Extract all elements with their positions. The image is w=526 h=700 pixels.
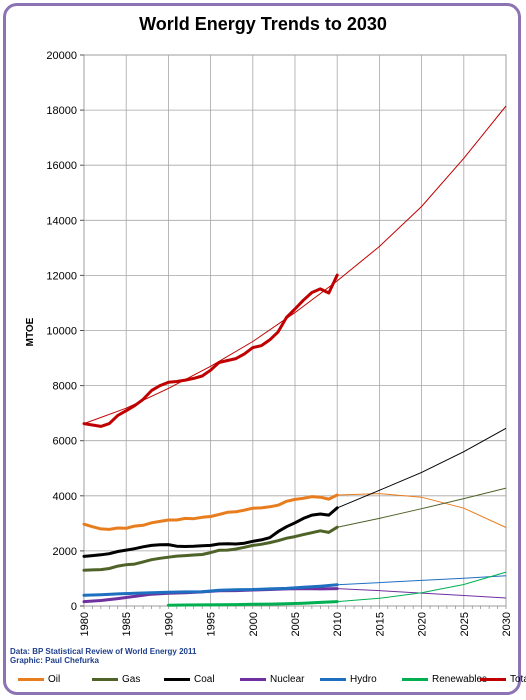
- series-line-gas: [82, 525, 339, 572]
- trend-line-total: [83, 105, 507, 425]
- legend-item-nuclear: Nuclear: [240, 668, 304, 690]
- source-line-graphic: Graphic: Paul Chefurka: [10, 656, 99, 665]
- y-tick-label: 16000: [46, 160, 77, 172]
- x-tick-label: 1980: [79, 612, 91, 636]
- legend-label: Coal: [194, 673, 215, 685]
- y-tick-label: 12000: [46, 270, 77, 282]
- legend-item-hydro: Hydro: [320, 668, 377, 690]
- y-tick-label: 4000: [53, 491, 77, 503]
- legend-item-coal: Coal: [164, 668, 215, 690]
- grid: [83, 54, 507, 607]
- x-tick-label: 2000: [248, 612, 260, 636]
- y-tick-label: 14000: [46, 215, 77, 227]
- chart-title: World Energy Trends to 2030: [139, 14, 387, 34]
- x-tick-label: 2020: [417, 612, 429, 636]
- series-lines: [82, 273, 339, 607]
- y-axis-label: MTOE: [25, 317, 36, 346]
- series-line-renewables: [166, 600, 339, 607]
- trend-lines: [83, 105, 507, 603]
- legend-label: Hydro: [350, 673, 377, 685]
- legend-swatch: [18, 677, 44, 681]
- x-tick-label: 2005: [290, 612, 302, 636]
- y-tick-label: 8000: [53, 381, 77, 393]
- axes: 0 2000 4000 6000 8000 10000 12000 14000 16000 180…: [46, 50, 513, 636]
- source-line-data: Data: BP Statistical Review of World Ene…: [10, 647, 197, 656]
- series-line-coal: [82, 506, 339, 558]
- legend: Oil Gas Coal Nuclear Hydro Renewables Total: [0, 668, 526, 690]
- legend-swatch: [402, 677, 428, 681]
- y-tick-label: 10000: [46, 326, 77, 338]
- legend-item-oil: Oil: [18, 668, 60, 690]
- legend-label: Nuclear: [270, 673, 305, 685]
- y-tick-label: 2000: [53, 546, 77, 558]
- legend-label: Gas: [122, 673, 141, 685]
- x-tick-label: 2025: [459, 612, 471, 636]
- legend-item-renewables: Renewables: [402, 668, 487, 690]
- trend-line-oil: [337, 493, 507, 528]
- x-tick-label: 1995: [206, 612, 218, 636]
- series-line-hydro: [82, 583, 339, 597]
- x-tick-label: 2015: [374, 612, 386, 636]
- legend-swatch: [320, 677, 346, 681]
- x-tick-label: 1985: [121, 612, 133, 636]
- series-line-oil: [82, 493, 339, 531]
- legend-label: Total: [510, 673, 526, 685]
- trend-line-renewables: [337, 571, 507, 603]
- legend-label: Renewables: [432, 673, 488, 685]
- legend-swatch: [92, 677, 118, 681]
- trend-line-coal: [337, 427, 507, 509]
- y-tick-label: 6000: [53, 436, 77, 448]
- y-tick-label: 18000: [46, 105, 77, 117]
- legend-swatch: [164, 677, 190, 681]
- trend-line-hydro: [337, 575, 507, 586]
- legend-swatch: [480, 677, 506, 681]
- series-line-total: [82, 273, 339, 428]
- y-tick-label: 20000: [46, 50, 77, 62]
- legend-swatch: [240, 677, 266, 681]
- x-tick-label: 1990: [163, 612, 175, 636]
- legend-label: Oil: [48, 673, 61, 685]
- y-tick-label: 0: [71, 601, 77, 613]
- legend-item-total: Total: [480, 668, 526, 690]
- legend-item-gas: Gas: [92, 668, 140, 690]
- x-tick-label: 2030: [501, 612, 513, 636]
- trend-line-gas: [337, 487, 507, 528]
- x-tick-label: 2010: [332, 612, 344, 636]
